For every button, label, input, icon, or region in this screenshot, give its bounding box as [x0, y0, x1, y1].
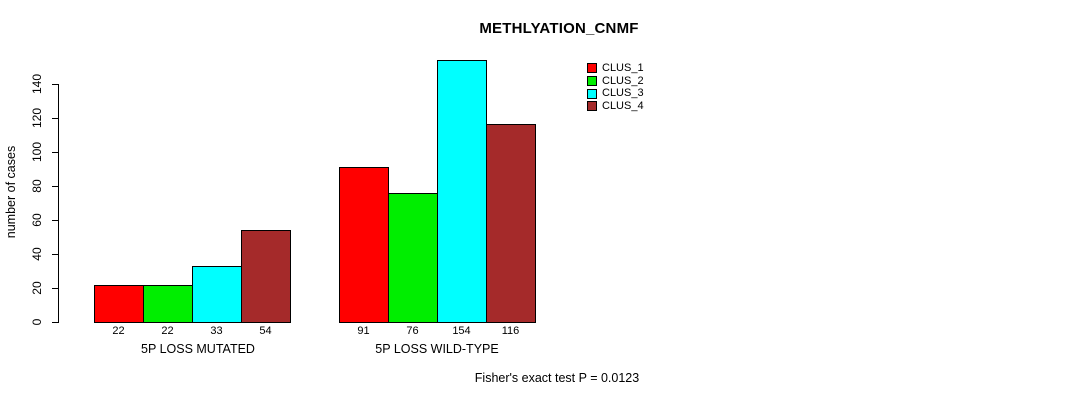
bar-value-label: 116 [501, 325, 520, 337]
footer-caption: Fisher's exact test P = 0.0123 [474, 371, 640, 385]
bar-clus_3-group1 [192, 265, 242, 323]
bar-clus_4-group2 [486, 124, 536, 323]
y-tick-mark [52, 83, 58, 85]
y-tick-mark [52, 117, 58, 119]
y-axis-line [58, 83, 59, 323]
bar-value-label: 76 [406, 325, 419, 337]
group-label: 5P LOSS WILD-TYPE [375, 342, 499, 356]
group-label: 5P LOSS MUTATED [141, 342, 255, 356]
legend-swatch-icon [587, 76, 597, 87]
bar-value-label: 91 [357, 325, 370, 337]
chart-title: METHLYATION_CNMF [479, 20, 639, 37]
legend-label: CLUS_1 [602, 61, 644, 74]
y-tick-label: 140 [30, 73, 44, 94]
y-tick-label: 0 [30, 318, 44, 326]
bar-clus_2-group2 [388, 192, 438, 323]
bar-clus_4-group1 [241, 230, 291, 323]
bar-clus_1-group2 [339, 166, 389, 323]
y-tick-mark [52, 151, 58, 153]
y-tick-mark [52, 185, 58, 187]
bar-value-label: 22 [161, 325, 174, 337]
bar-value-label: 154 [452, 325, 471, 337]
legend-label: CLUS_4 [602, 99, 644, 112]
legend-swatch-icon [587, 88, 597, 99]
legend-swatch-icon [587, 63, 597, 74]
bar-value-label: 33 [210, 325, 223, 337]
bar-clus_3-group2 [437, 59, 487, 323]
legend: CLUS_1 CLUS_2 CLUS_3 CLUS_4 [587, 62, 644, 113]
y-axis-title: number of cases [4, 145, 18, 239]
y-tick-mark [52, 322, 58, 323]
legend-row: CLUS_1 [587, 62, 644, 75]
legend-row: CLUS_3 [587, 87, 644, 100]
y-tick-mark [52, 253, 58, 255]
legend-label: CLUS_3 [602, 87, 644, 100]
bar-clus_1-group1 [94, 284, 144, 323]
legend-swatch-icon [587, 101, 597, 112]
bar-value-label: 54 [259, 325, 272, 337]
y-tick-mark [52, 219, 58, 221]
legend-row: CLUS_2 [587, 75, 644, 88]
y-tick-mark [52, 287, 58, 289]
legend-label: CLUS_2 [602, 74, 644, 87]
bar-value-label: 22 [112, 325, 125, 337]
legend-row: CLUS_4 [587, 100, 644, 113]
bar-clus_2-group1 [143, 284, 193, 323]
